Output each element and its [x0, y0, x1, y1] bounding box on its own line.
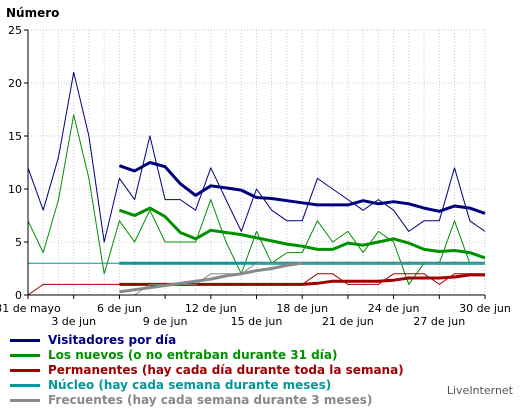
series-line-2 [27, 114, 485, 285]
legend-label: Los nuevos (o no entraban durante 31 día… [48, 348, 338, 362]
y-tick-label: 15 [8, 130, 22, 143]
axes [27, 30, 485, 296]
series-line-3 [118, 206, 486, 260]
legend-swatch [10, 384, 40, 387]
legend-label: Núcleo (hay cada semana durante meses) [48, 378, 332, 392]
legend-item: Visitadores por día [10, 333, 404, 348]
legend-label: Visitadores por día [48, 333, 177, 347]
legend-label: Frecuentes (hay cada semana durante 3 me… [48, 393, 373, 407]
x-tick-label: 18 de jun [276, 302, 328, 315]
y-axis-label: Número [6, 6, 59, 20]
x-tick-label: 27 de jun [413, 315, 465, 328]
y-axis-ticks: 0 5 10 15 20 25 [8, 24, 28, 302]
legend-swatch [10, 399, 40, 402]
series-line-0 [27, 71, 486, 243]
series-line-1 [118, 161, 486, 215]
legend-swatch [10, 354, 40, 357]
y-tick-label: 25 [8, 24, 22, 37]
legend-item: Núcleo (hay cada semana durante meses) [10, 378, 404, 393]
x-tick-label: 6 de jun [97, 302, 142, 315]
x-tick-label: 12 de jun [185, 302, 237, 315]
x-tick-label: 21 de jun [322, 315, 374, 328]
x-tick-label: 15 de jun [231, 315, 283, 328]
x-tick-label: 31 de mayo [0, 302, 61, 315]
series-group [27, 71, 486, 296]
x-tick-label: 30 de jun [459, 302, 511, 315]
series-line-9 [119, 261, 303, 294]
legend-item: Permanentes (hay cada día durante toda l… [10, 363, 404, 378]
footer-brand: LiveInternet [446, 384, 513, 397]
x-tick-label: 9 de jun [143, 315, 188, 328]
legend-swatch [10, 339, 40, 342]
legend: Visitadores por día Los nuevos (o no entr… [10, 333, 404, 408]
grid-lines [27, 29, 486, 295]
y-tick-label: 0 [15, 289, 22, 302]
x-tick-label: 3 de jun [51, 315, 96, 328]
y-tick-label: 5 [15, 236, 22, 249]
y-tick-label: 20 [8, 77, 22, 90]
x-tick-label: 24 de jun [368, 302, 420, 315]
legend-swatch [10, 369, 40, 372]
legend-item: Frecuentes (hay cada semana durante 3 me… [10, 393, 404, 408]
y-tick-label: 10 [8, 183, 22, 196]
legend-label: Permanentes (hay cada día durante toda l… [48, 363, 404, 377]
legend-item: Los nuevos (o no entraban durante 31 día… [10, 348, 404, 363]
